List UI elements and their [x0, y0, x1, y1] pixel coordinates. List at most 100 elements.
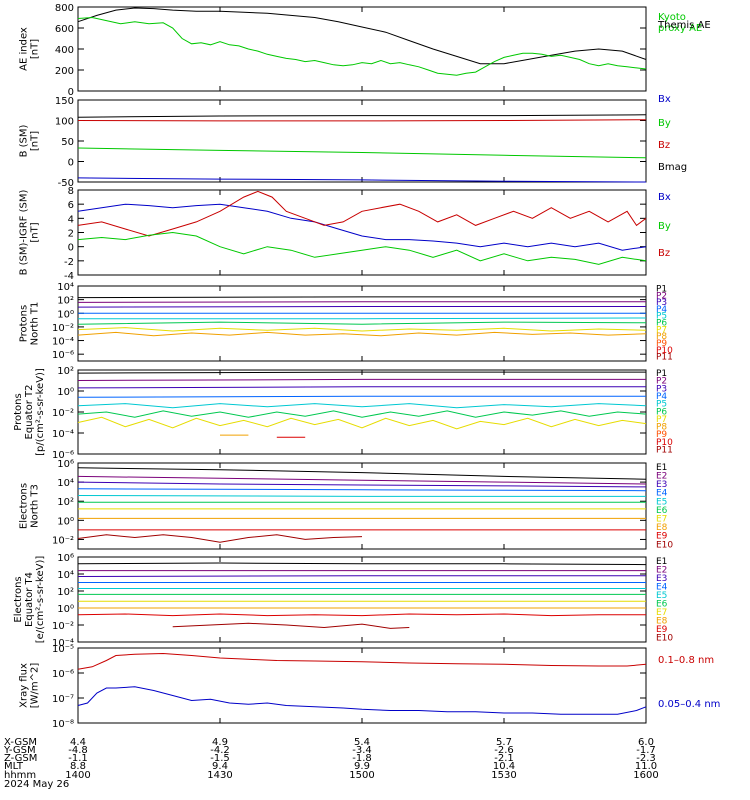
- y-axis-label: Electrons: [13, 576, 24, 622]
- legend-label: P4: [656, 392, 667, 402]
- y-axis-label: Equator T2: [24, 385, 35, 440]
- legend-label: Kyoto: [658, 12, 686, 23]
- legend-label: E9: [656, 625, 668, 635]
- y-tick-label: 200: [55, 66, 74, 77]
- y-tick-label: 10²: [57, 366, 74, 377]
- y-axis-label: Equator T4: [24, 572, 35, 627]
- y-tick-label: -50: [58, 178, 74, 189]
- legend-label: E10: [656, 540, 673, 550]
- footer-row-label: Y-GSM: [3, 745, 36, 756]
- y-tick-label: 10⁰: [57, 387, 74, 398]
- legend-label: E4: [656, 489, 668, 499]
- y-tick-label: 10⁻⁵: [52, 644, 74, 655]
- y-tick-label: 2: [68, 229, 74, 240]
- y-tick-label: 10⁰: [57, 516, 74, 527]
- legend-label: P6: [656, 407, 667, 417]
- legend-label: By: [658, 221, 671, 232]
- footer-value: 6.0: [638, 737, 654, 748]
- series-line: [77, 495, 646, 497]
- footer-value: 11.0: [635, 761, 657, 772]
- y-axis-label: B (SM): [19, 124, 30, 157]
- series-line: [77, 177, 647, 183]
- series-line: [77, 378, 646, 381]
- legend-label: E3: [656, 480, 667, 490]
- y-tick-label: 8: [68, 186, 74, 197]
- y-tick-label: 10²: [57, 296, 74, 307]
- footer-value: 8.8: [70, 761, 86, 772]
- y-tick-label: 10⁻²: [52, 535, 74, 546]
- legend-label: E1: [656, 557, 667, 567]
- series-line: [77, 652, 647, 670]
- footer-value: 9.9: [354, 761, 370, 772]
- series-line: [77, 321, 647, 325]
- legend-label: proxy AE: [658, 23, 702, 34]
- legend-label: P11: [656, 445, 673, 455]
- legend-label: E8: [656, 616, 668, 626]
- y-tick-label: 10⁻⁸: [52, 719, 74, 730]
- legend-label: Bz: [658, 140, 670, 151]
- y-tick-label: 10⁶: [57, 459, 74, 470]
- footer-value: 4.9: [212, 737, 228, 748]
- legend-label: Bz: [658, 248, 670, 259]
- panel-frame: [77, 189, 647, 276]
- y-axis-label: [nT]: [30, 39, 41, 59]
- footer-value: 1400: [65, 770, 90, 781]
- series-line: [77, 190, 647, 237]
- legend-label: E7: [656, 608, 667, 618]
- panel-frame: [77, 647, 647, 724]
- y-tick-label: 100: [55, 117, 74, 128]
- y-axis-label: Xray flux: [19, 663, 30, 708]
- y-axis-label: Protons: [13, 393, 24, 430]
- footer-value: -4.2: [210, 745, 230, 756]
- y-tick-label: 800: [55, 3, 74, 14]
- series-line: [77, 231, 647, 265]
- series-line: [77, 147, 647, 159]
- y-tick-label: 10⁰: [57, 604, 74, 615]
- panel-frame: [77, 6, 647, 92]
- footer-row-label: X-GSM: [4, 737, 37, 748]
- y-tick-label: 0: [68, 87, 74, 98]
- footer-value: 1430: [207, 770, 232, 781]
- y-tick-label: 4: [68, 214, 74, 225]
- footer-value: -3.4: [352, 745, 372, 756]
- y-tick-label: -4: [64, 271, 74, 282]
- legend-label: P1: [656, 284, 667, 294]
- y-axis-label: [p/(cm²-s-sr-keV)]: [35, 368, 46, 456]
- series-line: [77, 416, 647, 430]
- footer-value: -2.6: [494, 745, 514, 756]
- legend-label: Bmag: [658, 162, 687, 173]
- legend-label: P3: [656, 298, 667, 308]
- y-tick-label: 10²: [57, 587, 74, 598]
- footer-value: 10.4: [493, 761, 515, 772]
- legend-label: By: [658, 118, 671, 129]
- y-axis-label: Protons: [19, 305, 30, 342]
- legend-label: P2: [656, 377, 667, 387]
- y-axis-label: Electrons: [19, 483, 30, 529]
- series-line: [77, 386, 646, 389]
- y-tick-label: 50: [61, 137, 74, 148]
- y-tick-label: 150: [55, 96, 74, 107]
- y-axis-label: North T1: [30, 302, 41, 346]
- y-tick-label: 10⁴: [57, 282, 74, 293]
- legend-label: Bx: [658, 192, 671, 203]
- y-tick-label: 10⁰: [57, 309, 74, 320]
- series-line: [77, 16, 647, 76]
- series-line: [172, 622, 410, 629]
- panel-frame: [77, 462, 647, 550]
- legend-label: E2: [656, 471, 667, 481]
- y-axis-label: [nT]: [30, 222, 41, 242]
- legend-label: P5: [656, 312, 667, 322]
- y-axis-label: North T3: [30, 484, 41, 528]
- y-tick-label: 10⁻⁴: [52, 429, 74, 440]
- series-line: [77, 203, 647, 251]
- footer-value: 1500: [349, 770, 374, 781]
- y-tick-label: 10⁻⁶: [52, 350, 74, 361]
- footer-value: 5.4: [354, 737, 370, 748]
- legend-label: P10: [656, 346, 673, 356]
- y-axis-label: B (SM)-IGRF (SM): [19, 190, 30, 276]
- legend-label: P7: [656, 415, 667, 425]
- footer-value: -2.3: [636, 753, 656, 764]
- footer-value: -2.1: [494, 753, 514, 764]
- series-line: [77, 296, 646, 299]
- series-line: [77, 327, 647, 332]
